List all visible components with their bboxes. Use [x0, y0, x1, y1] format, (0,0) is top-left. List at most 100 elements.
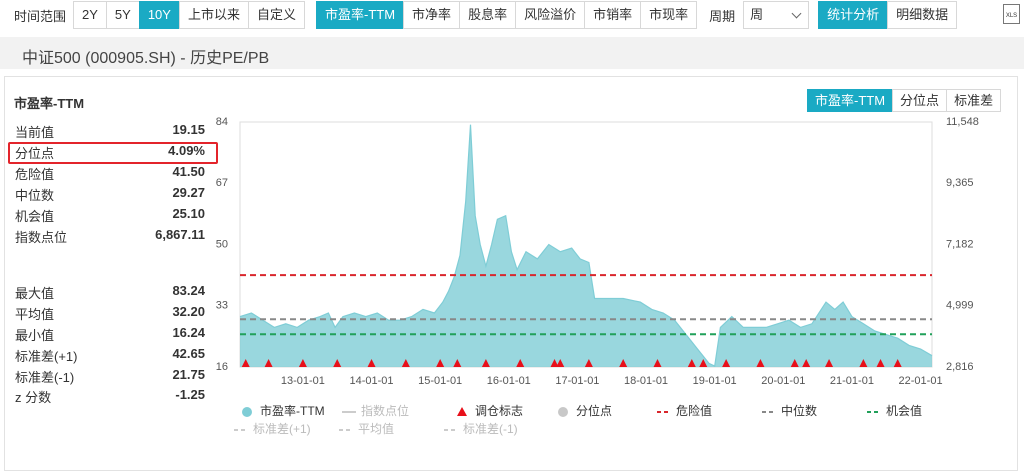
legend-label: 机会值 [886, 403, 922, 418]
range-group: 2Y 5Y 10Y 上市以来 自定义 [73, 1, 305, 29]
highlight-box [8, 142, 218, 164]
metric-button[interactable]: 市盈率-TTM [316, 1, 405, 29]
stat-label: z 分数 [15, 390, 52, 405]
stat-value: 4.09% [168, 143, 205, 158]
panel-tab[interactable]: 市盈率-TTM [807, 89, 894, 112]
legend-label: 指数点位 [361, 403, 409, 418]
panel-tabs: 市盈率-TTM 分位点 标准差 [807, 89, 1002, 112]
metric-group: 市盈率-TTM 市净率 股息率 风险溢价 市销率 市现率 [316, 1, 698, 29]
stat-row: 标准差(+1) 42.65 [15, 346, 205, 365]
range-button[interactable]: 10Y [138, 1, 180, 29]
x-tick-label: 18-01-01 [624, 375, 668, 387]
view-button[interactable]: 明细数据 [887, 1, 958, 29]
stat-value: 21.75 [172, 367, 205, 382]
view-button[interactable]: 统计分析 [818, 1, 889, 29]
stat-row: 最小值 16.24 [15, 325, 205, 344]
stat-value: 29.27 [172, 185, 205, 200]
rebalance-marker [436, 359, 445, 367]
stat-value: 19.15 [172, 122, 205, 137]
period-select[interactable]: 周 [743, 1, 810, 29]
stat-row: 平均值 32.20 [15, 304, 205, 323]
stat-label: 机会值 [15, 209, 55, 224]
metric-button[interactable]: 股息率 [459, 1, 517, 29]
stat-row: z 分数 -1.25 [15, 387, 205, 406]
legend-label: 平均值 [358, 421, 394, 436]
range-button[interactable]: 自定义 [247, 1, 305, 29]
stat-label: 标准差(+1) [15, 349, 78, 364]
panel-title: 市盈率-TTM [14, 96, 85, 111]
header: 中证500 (000905.SH) - 历史PE/PB [0, 37, 1024, 69]
stat-label: 指数点位 [15, 230, 68, 245]
stat-value: 83.24 [172, 283, 205, 298]
y2-tick-label: 7,182 [946, 238, 974, 250]
view-group: 统计分析 明细数据 [818, 1, 958, 29]
legend-label: 调仓标志 [475, 404, 523, 418]
x-tick-label: 20-01-01 [761, 375, 805, 387]
chart: 16 33 50 67 84 2,816 4,999 7,182 9,365 11,548 13-0… [216, 116, 979, 436]
area [240, 124, 932, 367]
metric-button[interactable]: 市现率 [640, 1, 698, 29]
legend-symbol [558, 407, 568, 417]
rebalance-marker [802, 359, 811, 367]
header-title: 中证500 (000905.SH) - 历史PE/PB [22, 50, 270, 67]
range-button[interactable]: 2Y [73, 1, 107, 29]
x-tick-label: 21-01-01 [830, 375, 874, 387]
toolbar: 时间范围 2Y 5Y 10Y 上市以来 自定义 市盈率-TTM 市净率 股息率 风险溢价 市销率 市现… [0, 1, 969, 29]
stat-label: 平均值 [15, 307, 55, 322]
metric-button[interactable]: 市销率 [584, 1, 642, 29]
stat-label: 中位数 [15, 188, 55, 203]
stat-row: 标准差(-1) 21.75 [15, 367, 205, 386]
rebalance-marker [367, 359, 376, 367]
y2-tick-label: 2,816 [946, 361, 974, 373]
rebalance-marker [298, 359, 307, 367]
stat-row: 指数点位 6,867.11 [15, 227, 205, 246]
range-label: 时间范围 [14, 8, 67, 24]
y-tick-label: 84 [216, 116, 228, 128]
rebalance-marker [859, 359, 868, 367]
y-tick-label: 16 [216, 361, 228, 373]
panel-tab[interactable]: 分位点 [892, 89, 948, 112]
stat-value: 16.24 [172, 325, 205, 340]
y-tick-label: 33 [216, 300, 228, 312]
metric-button[interactable]: 市净率 [403, 1, 461, 29]
range-button[interactable]: 上市以来 [178, 1, 249, 29]
y2-tick-label: 11,548 [946, 116, 979, 128]
panel-tab[interactable]: 标准差 [946, 89, 1002, 112]
rebalance-marker [653, 359, 662, 367]
stat-value: 6,867.11 [155, 227, 205, 242]
stat-row: 最大值 83.24 [15, 283, 205, 302]
rebalance-marker [333, 359, 342, 367]
stat-row: 危险值 41.50 [15, 164, 205, 183]
rebalance-marker [556, 359, 565, 367]
rebalance-marker [722, 359, 731, 367]
stat-label: 最大值 [15, 286, 55, 301]
rebalance-marker [401, 359, 410, 367]
export-button[interactable]: XLS [1003, 4, 1020, 24]
x-tick-label: 22-01-01 [899, 375, 943, 387]
x-tick-label: 19-01-01 [693, 375, 737, 387]
rebalance-marker [550, 359, 559, 367]
rebalance-marker [687, 359, 696, 367]
rebalance-marker [893, 359, 902, 367]
legend-label: 市盈率-TTM [260, 403, 325, 418]
x-tick-label: 16-01-01 [487, 375, 531, 387]
metric-button[interactable]: 风险溢价 [515, 1, 586, 29]
stat-value: 25.10 [172, 206, 205, 221]
x-tick-label: 15-01-01 [418, 375, 462, 387]
rebalance-marker [790, 359, 799, 367]
stat-label: 标准差(-1) [15, 370, 75, 385]
stat-value: 42.65 [172, 346, 205, 361]
legend-label: 危险值 [676, 403, 712, 418]
area-line [239, 124, 933, 367]
range-button[interactable]: 5Y [105, 1, 140, 29]
legend-label: 中位数 [781, 403, 817, 418]
y-tick-label: 67 [216, 177, 228, 189]
stat-label: 分位点 [15, 146, 55, 161]
stat-label: 最小值 [15, 328, 55, 343]
stat-row: 中位数 29.27 [15, 185, 205, 204]
stat-value: 41.50 [172, 164, 205, 179]
rebalance-marker [584, 359, 593, 367]
rebalance-marker [619, 359, 628, 367]
rebalance-marker [516, 359, 525, 367]
x-tick-label: 17-01-01 [555, 375, 599, 387]
